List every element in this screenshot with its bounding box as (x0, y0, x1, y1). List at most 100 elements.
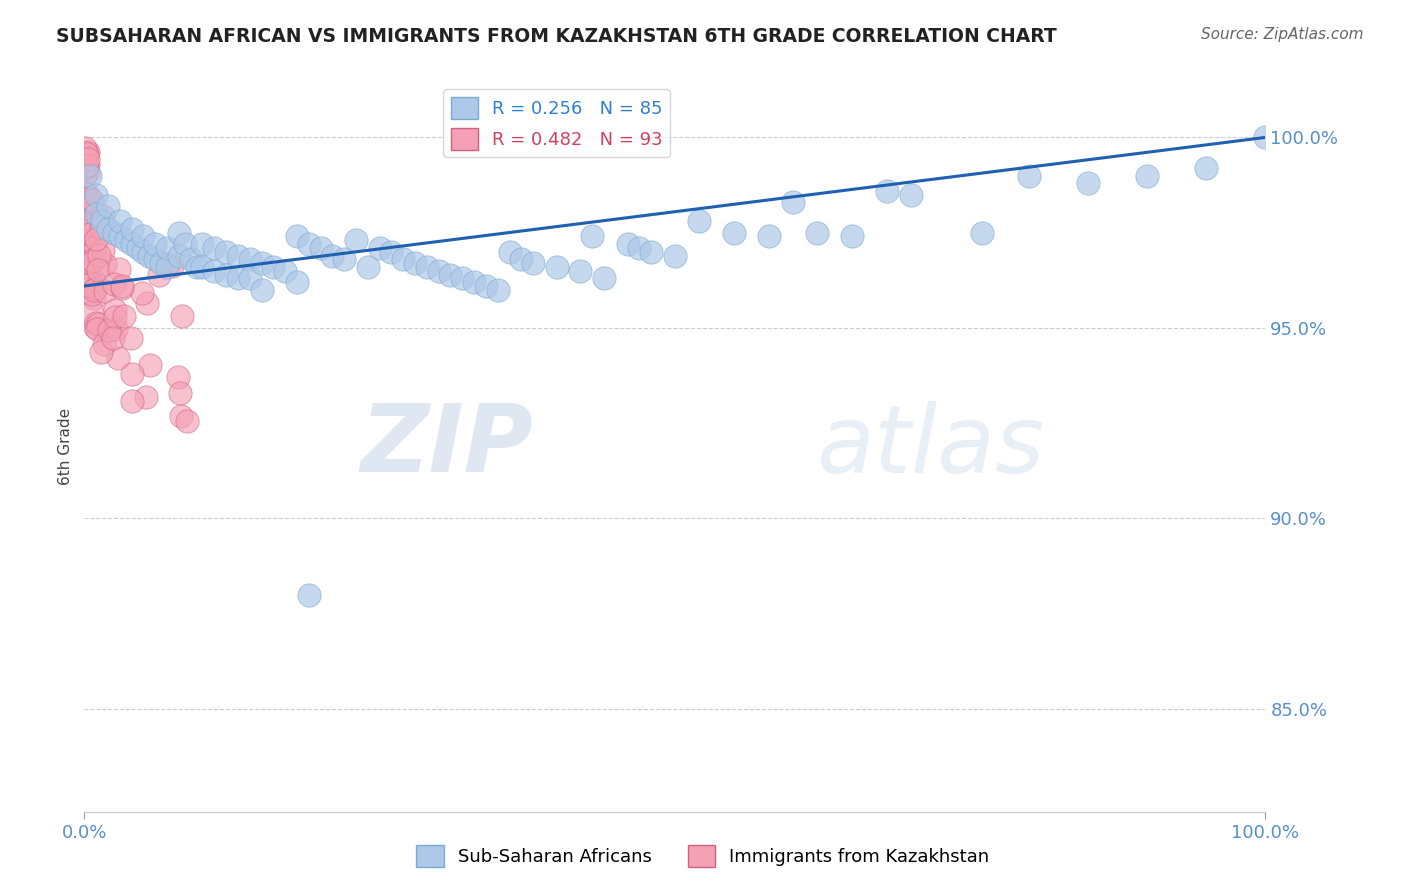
Point (1018, 169, 1040, 183)
Point (73, 279, 96, 293)
Point (357, 260, 380, 274)
Point (76, 145, 98, 159)
Point (89, 248, 111, 262)
Point (112, 310, 135, 324)
Point (274, 264, 297, 278)
Point (285, 229, 308, 244)
Point (546, 260, 568, 274)
Point (522, 256, 544, 270)
Point (121, 237, 143, 252)
Point (108, 214, 131, 228)
Point (132, 229, 155, 244)
Point (75, 161, 97, 175)
Point (138, 248, 160, 262)
Point (321, 248, 343, 262)
Point (84, 232, 107, 246)
Point (841, 229, 863, 244)
Point (91, 214, 114, 228)
Point (215, 268, 238, 282)
Point (84, 252, 107, 266)
Point (103, 277, 125, 292)
Point (250, 256, 273, 270)
Point (226, 248, 249, 262)
Point (166, 370, 188, 384)
Text: Source: ZipAtlas.com: Source: ZipAtlas.com (1201, 27, 1364, 42)
Point (77, 277, 100, 292)
Point (121, 222, 143, 236)
Point (83, 291, 105, 305)
Point (111, 281, 134, 295)
Point (806, 226, 828, 240)
Point (76, 146, 98, 161)
Point (132, 244, 155, 259)
Point (76, 186, 98, 200)
Point (84, 206, 107, 220)
Point (75, 238, 97, 252)
Point (121, 394, 143, 409)
Point (127, 241, 149, 255)
Point (93, 256, 115, 270)
Point (285, 275, 308, 289)
Point (143, 237, 166, 252)
Point (108, 229, 131, 244)
Point (150, 256, 173, 270)
Point (104, 322, 127, 336)
Point (73, 248, 96, 262)
Point (167, 226, 190, 240)
Point (82, 193, 104, 207)
Point (84, 239, 107, 253)
Point (90, 345, 112, 359)
Point (84, 316, 107, 330)
Point (616, 237, 638, 252)
Point (82, 272, 104, 286)
Point (73, 248, 96, 262)
Y-axis label: 6th Grade: 6th Grade (58, 408, 73, 484)
Point (76, 278, 98, 293)
Point (723, 226, 745, 240)
Point (498, 244, 520, 259)
Point (640, 244, 662, 259)
Point (131, 286, 153, 301)
Point (156, 241, 179, 255)
Point (75, 271, 97, 285)
Point (79, 191, 101, 205)
Point (73, 168, 96, 182)
Point (76, 158, 98, 172)
Point (83, 320, 105, 334)
Point (782, 195, 804, 210)
Point (77, 265, 100, 279)
Point (392, 252, 415, 267)
Text: ZIP: ZIP (360, 400, 533, 492)
Point (120, 331, 142, 345)
Point (160, 259, 183, 273)
Point (1136, 169, 1159, 183)
Point (77, 276, 100, 290)
Point (664, 248, 686, 262)
Point (463, 275, 485, 289)
Point (333, 252, 356, 267)
Point (73, 266, 96, 280)
Point (439, 268, 461, 282)
Point (451, 271, 474, 285)
Point (758, 229, 780, 244)
Point (226, 271, 249, 285)
Point (262, 260, 284, 274)
Point (75, 160, 97, 174)
Point (75, 141, 97, 155)
Point (73, 218, 96, 232)
Point (76, 266, 98, 280)
Point (156, 260, 179, 274)
Point (79, 252, 101, 267)
Point (73, 186, 96, 201)
Point (427, 264, 450, 278)
Point (73, 235, 96, 249)
Point (173, 237, 195, 252)
Point (90, 220, 112, 235)
Point (75, 258, 97, 272)
Point (368, 241, 391, 255)
Point (76, 208, 98, 222)
Point (298, 588, 321, 602)
Point (93, 337, 115, 351)
Point (900, 187, 922, 202)
Point (475, 279, 498, 293)
